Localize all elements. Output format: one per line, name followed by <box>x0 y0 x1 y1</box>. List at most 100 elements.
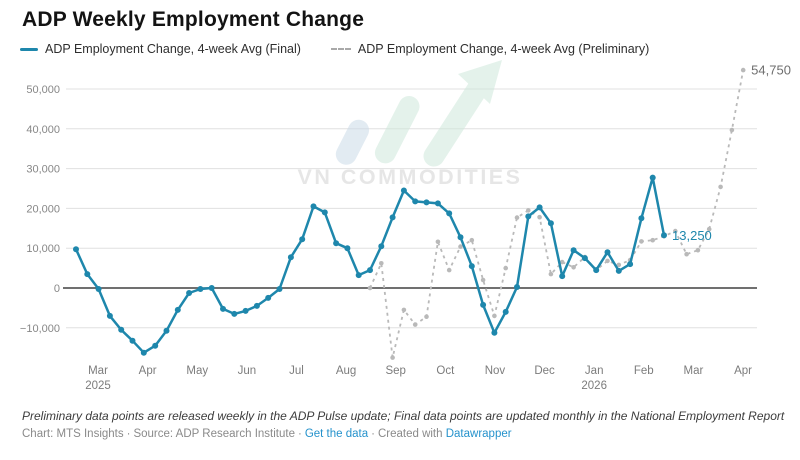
final-series-point <box>152 342 159 349</box>
y-tick-label: 50,000 <box>26 84 60 96</box>
y-tick-label: 20,000 <box>26 203 60 215</box>
final-series-point <box>287 254 294 261</box>
preliminary-dashed-swatch-icon <box>330 48 351 50</box>
final-series-point <box>84 271 91 278</box>
y-tick-label: 10,000 <box>26 243 60 255</box>
x-tick-label: Nov <box>485 365 506 377</box>
y-tick-label: 0 <box>54 283 60 295</box>
final-series-point <box>570 247 577 254</box>
final-series-point <box>265 294 272 301</box>
final-series-point <box>389 214 396 221</box>
legend: ADP Employment Change, 4-week Avg (Final… <box>20 42 649 56</box>
final-series-point <box>355 272 362 279</box>
trend-arrow-up-icon <box>458 60 502 104</box>
y-tick-label: 30,000 <box>26 164 60 176</box>
final-series-point <box>423 199 430 206</box>
final-series-point <box>174 306 181 313</box>
final-series-point <box>242 307 249 314</box>
final-series-point <box>514 284 520 290</box>
preliminary-series-point <box>650 237 655 243</box>
final-series-point <box>208 285 215 291</box>
final-series-point <box>400 187 407 194</box>
final-series-point <box>638 215 645 222</box>
legend-final-label: ADP Employment Change, 4-week Avg (Final… <box>45 42 301 56</box>
x-tick-label: Apr <box>139 365 157 377</box>
page-title: ADP Weekly Employment Change <box>22 8 365 31</box>
final-series-point <box>412 198 419 205</box>
chart-credit: Chart: MTS Insights <box>22 428 124 440</box>
final-series-point <box>559 273 566 280</box>
preliminary-series-point <box>492 313 497 319</box>
x-tick-label: Mar <box>684 365 704 377</box>
final-series-point <box>446 210 453 217</box>
trend-arrow-up-icon <box>374 96 420 164</box>
separator: · <box>371 428 375 440</box>
created-with-text: Created with <box>377 428 443 440</box>
final-series-point <box>581 255 588 262</box>
legend-item-preliminary: ADP Employment Change, 4-week Avg (Preli… <box>330 42 649 56</box>
final-series-point <box>220 305 226 312</box>
final-series-point <box>163 327 170 334</box>
trend-arrow-up-icon <box>335 119 370 165</box>
final-series-point <box>615 267 622 274</box>
final-series-point <box>321 209 328 216</box>
final-series-point <box>310 203 317 210</box>
x-tick-label: Feb <box>634 365 654 377</box>
final-series-point <box>536 204 543 211</box>
final-series-point <box>525 213 532 220</box>
preliminary-series-line <box>369 69 745 359</box>
x-tick-label: Sep <box>385 365 405 377</box>
watermark-text: VN COMMODITIES <box>298 165 523 189</box>
preliminary-series-point <box>367 285 373 291</box>
final-series-point <box>129 337 136 344</box>
preliminary-series-point <box>480 277 486 283</box>
preliminary-series-point <box>571 265 576 270</box>
final-series-point <box>106 312 113 319</box>
preliminary-series-point <box>537 214 542 220</box>
final-series-point <box>344 245 351 252</box>
preliminary-series-point <box>469 237 475 243</box>
preliminary-series-point <box>605 258 610 264</box>
y-tick-label: 40,000 <box>26 124 60 136</box>
datawrapper-link[interactable]: Datawrapper <box>445 428 512 440</box>
preliminary-series-point <box>639 239 644 244</box>
x-tick-label: Jun <box>238 365 257 377</box>
preliminary-series-point <box>706 226 712 232</box>
final-series-point <box>253 302 260 309</box>
x-tick-label: Oct <box>436 365 455 377</box>
final-series-point <box>434 200 441 207</box>
preliminary-series-point <box>379 261 384 266</box>
final-series-point <box>186 290 193 296</box>
preliminary-series-point <box>424 314 429 320</box>
preliminary-series-point <box>412 322 418 327</box>
preliminary-series-point <box>390 355 395 360</box>
preliminary-series-point <box>684 251 689 257</box>
final-series-point <box>95 286 102 292</box>
final-series-point <box>333 240 340 247</box>
final-value-label: 13,250 <box>672 228 712 243</box>
final-series-point <box>604 249 611 256</box>
footnote-text: Preliminary data points are released wee… <box>22 409 785 423</box>
preliminary-series-point <box>401 307 407 313</box>
final-series-point <box>649 174 656 181</box>
preliminary-series-point <box>729 127 735 133</box>
preliminary-series-point <box>435 239 441 245</box>
x-tick-label: Dec <box>534 365 555 377</box>
watermark: VN COMMODITIES <box>298 60 523 189</box>
final-series-point <box>367 267 373 274</box>
x-tick-label: Aug <box>336 365 356 377</box>
separator: · <box>297 428 302 440</box>
final-series-point <box>299 236 306 243</box>
source-credit: Source: ADP Research Institute <box>133 428 295 440</box>
final-series-point <box>502 308 509 315</box>
preliminary-series-point <box>718 184 723 190</box>
final-series-point <box>118 326 125 333</box>
final-series-point <box>468 263 475 270</box>
preliminary-series-point <box>526 208 531 213</box>
preliminary-series-point <box>548 271 554 277</box>
get-the-data-link[interactable]: Get the data <box>304 428 369 440</box>
final-series-point <box>491 329 498 336</box>
trend-arrow-up-icon <box>423 77 489 167</box>
preliminary-value-label: 54,750 <box>751 63 791 78</box>
final-series-point <box>378 243 385 250</box>
